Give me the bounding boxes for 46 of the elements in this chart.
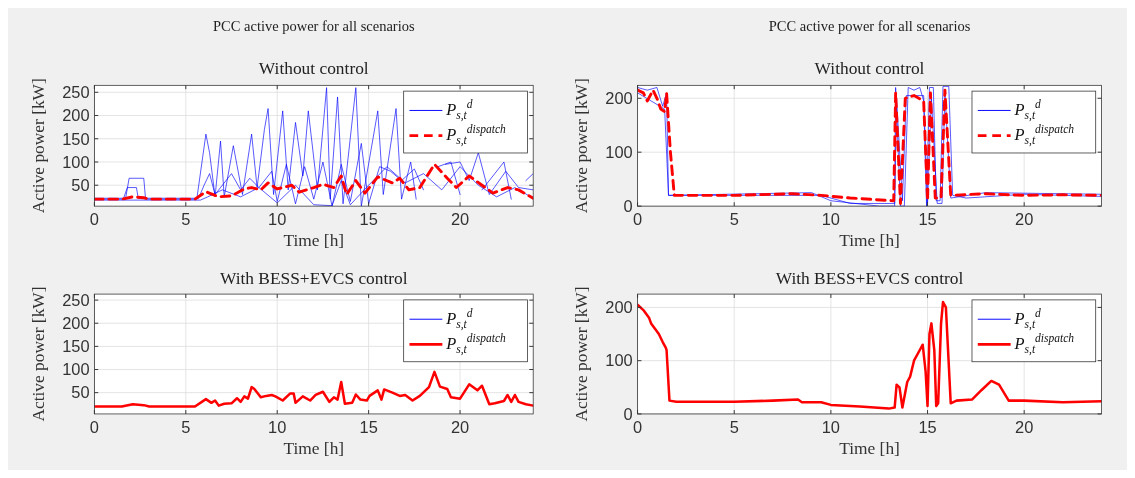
x-tick-label: 10 — [268, 210, 287, 229]
y-tick-label: 200 — [605, 298, 633, 317]
x-tick-label: 10 — [268, 418, 287, 437]
y-axis-title: Active power [kW] — [572, 78, 592, 214]
x-tick-label: 15 — [359, 418, 378, 437]
y-axis-title: Active power [kW] — [572, 286, 592, 422]
x-tick-label: 15 — [918, 418, 937, 437]
y-tick-label: 100 — [62, 360, 90, 379]
x-tick-label: 20 — [450, 210, 470, 229]
y-tick-label: 150 — [62, 129, 90, 148]
y-tick-label: 200 — [62, 314, 90, 333]
chart-subtitle: Without control — [814, 58, 925, 78]
x-tick-label: 10 — [821, 210, 841, 229]
y-axis-title: Active power [kW] — [29, 78, 49, 214]
y-tick-label: 250 — [62, 83, 90, 102]
y-tick-label: 0 — [623, 196, 633, 215]
y-tick-label: 200 — [62, 106, 90, 125]
y-axis-title: Active power [kW] — [29, 286, 49, 422]
x-tick-label: 20 — [1015, 210, 1034, 229]
chart-subtitle: Without control — [258, 58, 369, 78]
x-tick-label: 15 — [918, 210, 937, 229]
chart-title: With BESS+EVCS control — [775, 269, 964, 289]
x-axis-title: Time [h] — [283, 230, 345, 250]
x-tick-label: 5 — [729, 210, 739, 229]
y-tick-label: 50 — [71, 383, 90, 402]
x-axis-title: Time [h] — [839, 438, 900, 458]
y-tick-label: 250 — [62, 290, 90, 309]
y-tick-label: 150 — [62, 337, 90, 356]
y-tick-label: 50 — [71, 176, 90, 195]
x-tick-label: 5 — [181, 418, 191, 437]
chart-title: PCC active power for all scenarios — [213, 18, 415, 35]
x-axis-title: Time [h] — [283, 438, 345, 458]
x-tick-label: 20 — [450, 418, 470, 437]
x-tick-label: 5 — [181, 210, 191, 229]
x-tick-label: 20 — [1015, 418, 1034, 437]
chart-title: PCC active power for all scenarios — [768, 18, 971, 35]
y-tick-label: 100 — [605, 143, 633, 161]
x-tick-label: 10 — [821, 418, 841, 437]
x-tick-label: 15 — [359, 210, 378, 229]
x-tick-label: 5 — [729, 418, 739, 437]
y-tick-label: 0 — [623, 404, 633, 423]
y-tick-label: 100 — [605, 351, 633, 370]
x-axis-title: Time [h] — [839, 230, 900, 250]
y-tick-label: 200 — [605, 89, 633, 108]
chart-title: With BESS+EVCS control — [219, 269, 408, 289]
y-tick-label: 100 — [62, 152, 90, 171]
